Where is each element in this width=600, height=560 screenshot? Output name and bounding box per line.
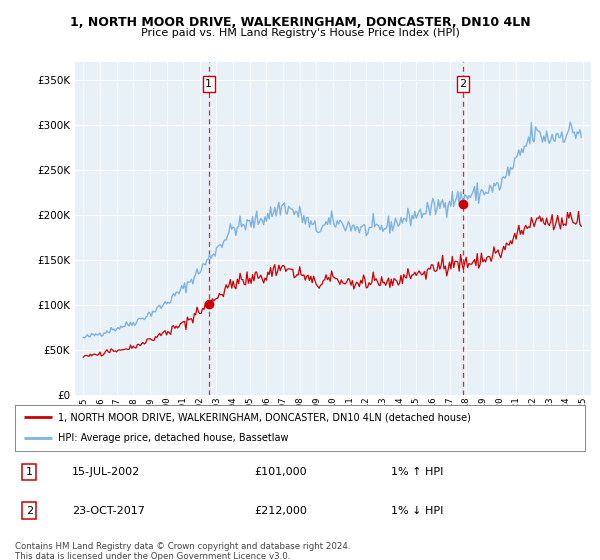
- Text: HPI: Average price, detached house, Bassetlaw: HPI: Average price, detached house, Bass…: [58, 433, 288, 444]
- Text: Price paid vs. HM Land Registry's House Price Index (HPI): Price paid vs. HM Land Registry's House …: [140, 28, 460, 38]
- Text: 2: 2: [26, 506, 33, 516]
- Text: Contains HM Land Registry data © Crown copyright and database right 2024.
This d: Contains HM Land Registry data © Crown c…: [15, 542, 350, 560]
- Text: 1% ↑ HPI: 1% ↑ HPI: [391, 467, 443, 477]
- Text: 1: 1: [26, 467, 33, 477]
- Text: 15-JUL-2002: 15-JUL-2002: [72, 467, 140, 477]
- Text: 1: 1: [205, 79, 212, 89]
- Text: 1% ↓ HPI: 1% ↓ HPI: [391, 506, 443, 516]
- Text: 1, NORTH MOOR DRIVE, WALKERINGHAM, DONCASTER, DN10 4LN (detached house): 1, NORTH MOOR DRIVE, WALKERINGHAM, DONCA…: [58, 412, 470, 422]
- Text: 23-OCT-2017: 23-OCT-2017: [72, 506, 145, 516]
- Text: 1, NORTH MOOR DRIVE, WALKERINGHAM, DONCASTER, DN10 4LN: 1, NORTH MOOR DRIVE, WALKERINGHAM, DONCA…: [70, 16, 530, 29]
- Text: 2: 2: [460, 79, 467, 89]
- Text: £212,000: £212,000: [254, 506, 307, 516]
- Text: £101,000: £101,000: [254, 467, 307, 477]
